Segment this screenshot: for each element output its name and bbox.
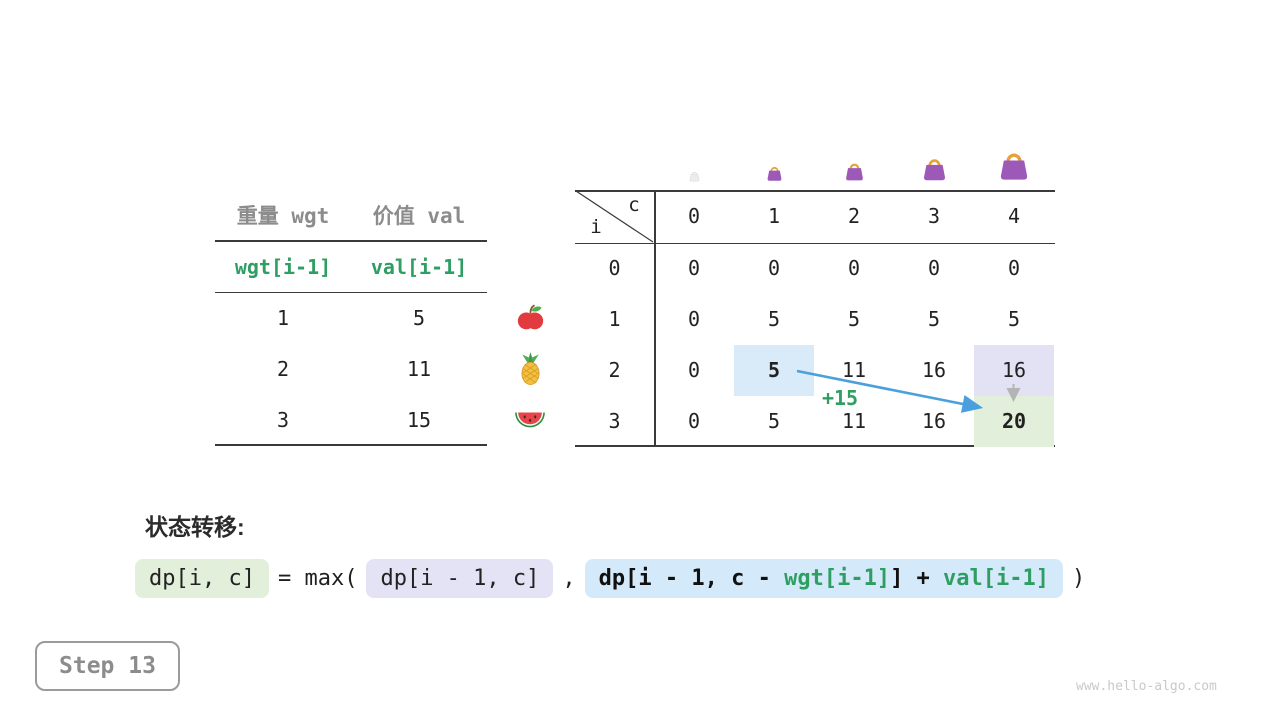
dp-cell: 5	[847, 307, 861, 331]
dp-cell: 5	[927, 307, 941, 331]
dp-cell-above: 16	[1001, 358, 1027, 382]
item-value: 11	[406, 356, 432, 381]
dp-row-header-0: 0	[608, 256, 621, 280]
dp-col-header-1: 1	[767, 204, 781, 228]
dp-cell: 16	[921, 358, 947, 382]
dp-line-vertical	[654, 190, 656, 447]
dp-cell-target: 20	[1001, 409, 1027, 433]
bag-ghost-icon	[689, 171, 699, 182]
formula-arg2-mid: ] +	[890, 566, 944, 591]
dp-line-bottom	[575, 445, 1055, 447]
bag-medium-icon	[845, 163, 863, 181]
items-table-header-row: 重量 wgt 价值 val	[215, 190, 487, 240]
item-weight: 3	[276, 407, 290, 432]
dp-line-header	[575, 243, 1055, 245]
items-table-line-mid	[215, 292, 487, 294]
items-subheader-wgt: wgt[i-1]	[234, 254, 332, 279]
dp-row-header-2: 2	[608, 358, 621, 382]
dp-cell: 5	[767, 307, 781, 331]
value-added-annotation: +15	[821, 386, 859, 410]
formula-arg1: dp[i - 1, c]	[366, 559, 554, 598]
dp-row-header-3: 3	[608, 409, 621, 433]
dp-cell: 11	[841, 409, 867, 433]
bag-slot-0	[654, 163, 734, 182]
step-label: Step 13	[59, 653, 156, 679]
dp-cell: 0	[687, 307, 701, 331]
items-subheader-row: wgt[i-1] val[i-1]	[215, 241, 487, 292]
state-transition-label: 状态转移:	[145, 514, 245, 540]
step-badge: Step 13	[35, 641, 180, 691]
items-table-line-bottom	[215, 444, 487, 446]
dp-line-top	[575, 190, 1055, 192]
bag-xlarge-icon	[1000, 153, 1028, 180]
dp-cell: 0	[687, 409, 701, 433]
dp-cell: 0	[687, 358, 701, 382]
dp-target-cell-highlight	[974, 396, 1054, 447]
bag-slot-1	[734, 163, 814, 182]
items-row-2: 2 11	[215, 343, 487, 394]
formula-closing: )	[1072, 566, 1086, 591]
dp-cell: 16	[921, 409, 947, 433]
items-row-1: 1 5	[215, 292, 487, 343]
dp-cell: 0	[767, 256, 781, 280]
bag-small-icon	[767, 166, 781, 181]
items-row-3: 3 15	[215, 394, 487, 445]
item-weight: 2	[276, 356, 290, 381]
dp-row-header-1: 1	[608, 307, 621, 331]
watermelon-icon	[515, 412, 545, 428]
dp-table: c i 0 1 2 3 4 0 1 2 3 0 0 0 0 0 0 5 5 5 …	[575, 190, 1055, 447]
dp-corner-col-label: c	[628, 194, 640, 216]
state-transition-formula: dp[i, c] = max( dp[i - 1, c] , dp[i - 1,…	[135, 559, 1085, 598]
formula-arg2-val: val[i-1]	[943, 566, 1050, 591]
items-header-value: 价值 val	[372, 204, 466, 228]
formula-arg2-wgt: wgt[i-1]	[784, 566, 891, 591]
dp-cell-source: 5	[767, 358, 781, 382]
items-table-line-top	[215, 240, 487, 242]
bag-slot-4	[974, 148, 1054, 182]
items-subheader-val: val[i-1]	[370, 254, 468, 279]
dp-col-header-2: 2	[847, 204, 861, 228]
fruit-slot-2	[505, 343, 555, 394]
apple-icon	[517, 304, 543, 330]
dp-cell: 0	[927, 256, 941, 280]
pineapple-icon	[520, 352, 540, 385]
watermark: www.hello-algo.com	[1076, 679, 1217, 694]
item-value: 5	[412, 305, 426, 330]
item-value: 15	[406, 407, 432, 432]
bag-large-icon	[923, 159, 945, 181]
dp-cell: 0	[847, 256, 861, 280]
bag-slot-2	[814, 160, 894, 182]
items-table: 重量 wgt 价值 val wgt[i-1] val[i-1] 1 5 2 11…	[215, 190, 487, 446]
formula-operator: = max(	[277, 566, 358, 591]
dp-col-header-4: 4	[1007, 204, 1021, 228]
dp-corner-row-label: i	[590, 216, 602, 238]
formula-arg2: dp[i - 1, c - wgt[i-1]] + val[i-1]	[584, 559, 1064, 598]
formula-arg2-prefix: dp[i - 1, c -	[598, 566, 785, 591]
formula-separator: ,	[562, 566, 576, 591]
dp-col-header-0: 0	[687, 204, 701, 228]
dp-cell: 5	[767, 409, 781, 433]
bag-slot-3	[894, 155, 974, 182]
formula-lhs: dp[i, c]	[135, 559, 269, 598]
dp-col-header-3: 3	[927, 204, 941, 228]
fruit-slot-1	[505, 292, 555, 343]
bag-icon-row	[575, 126, 1055, 184]
items-header-weight: 重量 wgt	[236, 204, 330, 228]
dp-cell: 5	[1007, 307, 1021, 331]
dp-cell: 0	[687, 256, 701, 280]
item-weight: 1	[276, 305, 290, 330]
fruit-icon-column	[505, 292, 555, 446]
dp-cell: 0	[1007, 256, 1021, 280]
fruit-slot-3	[505, 394, 555, 445]
